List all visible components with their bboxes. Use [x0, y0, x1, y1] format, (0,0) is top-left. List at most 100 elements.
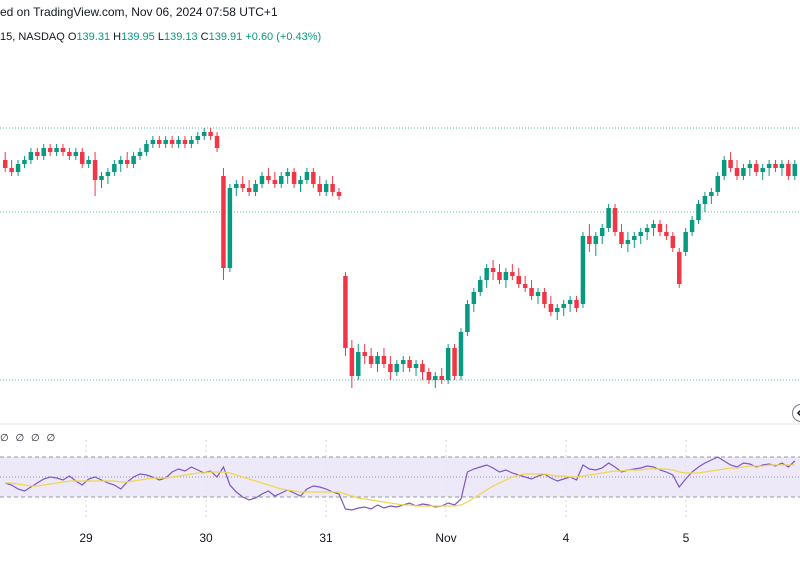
candle-body — [683, 232, 688, 252]
candle-body — [317, 184, 323, 192]
x-tick-label: 29 — [79, 531, 93, 545]
ohlc-legend: 15, NASDAQ O139.31 H139.95 L139.13 C139.… — [0, 31, 321, 43]
candle-body — [567, 300, 573, 304]
candle-body — [336, 192, 342, 196]
candle-body — [118, 160, 124, 164]
candle-body — [291, 172, 297, 184]
candle-body — [182, 140, 188, 144]
candle-body — [689, 220, 695, 232]
candle-body — [548, 304, 554, 312]
candle-body — [670, 236, 676, 248]
candle-body — [298, 180, 303, 184]
candle-body — [79, 152, 85, 164]
rsi-ma-line — [5, 464, 795, 507]
open-label: O — [67, 31, 77, 43]
candle-body — [278, 176, 284, 184]
candle-body — [651, 224, 656, 228]
x-tick-label: 5 — [683, 531, 690, 545]
candle-body — [349, 348, 355, 376]
candle-body — [22, 160, 27, 164]
candle-body — [131, 156, 136, 164]
candle-body — [240, 184, 245, 188]
candle-body — [593, 236, 599, 244]
candle-body — [362, 352, 367, 356]
candle-body — [381, 356, 387, 364]
candle-body — [477, 280, 483, 292]
candle-body — [234, 184, 239, 188]
candle-body — [343, 276, 348, 348]
candle-body — [99, 176, 104, 180]
candle-body — [323, 184, 329, 192]
candle-body — [388, 364, 393, 372]
candle-body — [304, 172, 310, 180]
high-value: 139.95 — [121, 31, 155, 43]
candle-body — [510, 272, 515, 276]
candle-body — [330, 184, 335, 192]
candle-body — [696, 204, 701, 220]
open-value: 139.31 — [76, 31, 111, 43]
candle-body — [2, 160, 8, 168]
candle-body — [105, 172, 111, 176]
candle-body — [471, 292, 477, 304]
candle-body — [47, 148, 53, 152]
x-tick-label: 4 — [563, 531, 570, 545]
candle-body — [112, 164, 117, 172]
candle-body — [792, 164, 798, 176]
candle-body — [272, 180, 278, 184]
candle-body — [92, 160, 98, 180]
candle-body — [599, 228, 605, 236]
candle-body — [644, 228, 650, 232]
candle-body — [163, 140, 168, 144]
candle-body — [266, 176, 271, 180]
candle-body — [259, 176, 265, 184]
candle-body — [15, 164, 21, 172]
candle-body — [786, 164, 791, 176]
candle-body — [60, 148, 66, 152]
candle-body — [157, 140, 162, 144]
candle-body — [144, 144, 149, 152]
candle-body — [760, 168, 765, 172]
candle-body — [561, 304, 566, 308]
candle-body — [664, 232, 669, 236]
candle-body — [150, 140, 156, 144]
candle-body — [426, 372, 432, 380]
candle-body — [728, 160, 733, 168]
candle-body — [413, 364, 419, 368]
candle-body — [169, 140, 175, 144]
x-tick-label: Nov — [435, 531, 456, 545]
candle-body — [375, 356, 380, 364]
close-label: C — [200, 31, 209, 43]
candle-body — [754, 164, 759, 172]
candle-body — [420, 364, 425, 372]
candle-body — [529, 288, 534, 296]
candle-body — [747, 164, 753, 168]
candle-body — [86, 160, 91, 164]
candle-body — [195, 136, 201, 140]
candle-body — [734, 168, 740, 176]
candle-body — [702, 196, 708, 204]
candle-body — [356, 352, 361, 376]
candle-body — [214, 136, 220, 148]
scroll-arrow-icon — [796, 409, 800, 417]
candle-body — [124, 160, 130, 164]
candle-body — [766, 164, 772, 168]
candle-body — [35, 152, 40, 156]
candle-body — [208, 132, 213, 136]
candle-body — [587, 236, 592, 244]
candle-body — [452, 348, 457, 376]
candle-body — [311, 172, 316, 184]
candle-body — [285, 172, 290, 176]
candle-body — [580, 236, 586, 304]
rsi-legend: ∅ ∅ ∅ ∅ — [0, 433, 58, 444]
candle-body — [9, 168, 14, 172]
candle-body — [484, 268, 489, 280]
symbol-label: 15, NASDAQ — [0, 31, 65, 43]
candle-body — [400, 360, 406, 364]
candle-body — [394, 364, 400, 372]
change-value: +0.60 (+0.43%) — [245, 31, 322, 43]
high-label: H — [113, 31, 122, 43]
scroll-to-realtime-button[interactable] — [792, 404, 800, 422]
candle-body — [676, 252, 682, 284]
candle-body — [632, 236, 637, 240]
